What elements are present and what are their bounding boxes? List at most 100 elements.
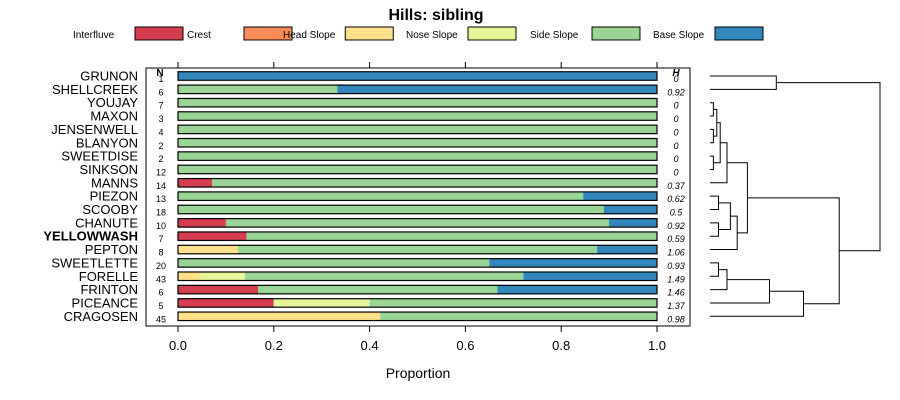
bar-outline (177, 84, 658, 95)
bar-segment-side-slope (178, 151, 657, 161)
bar-outline (177, 258, 658, 268)
bar-segment-side-slope (178, 191, 584, 201)
h-value: 1.49 (667, 274, 685, 284)
h-value: 0.62 (667, 194, 685, 204)
row-label: YOUJAY (87, 95, 138, 110)
bar-segment-side-slope (178, 125, 657, 134)
legend-label: Interfluve (73, 30, 115, 41)
row-youjay: YOUJAY 7 0 (87, 95, 679, 111)
row-piceance: PICEANCE 5 1.37 (72, 295, 686, 311)
n-value: 1 (158, 74, 163, 84)
bar-segment-side-slope (380, 312, 657, 321)
dendrogram-link (776, 82, 881, 252)
plot-frame (145, 67, 691, 327)
legend-item: Side Slope (530, 26, 641, 41)
bar-outline (177, 298, 658, 308)
bar-outline (177, 97, 658, 108)
x-tick-label: 0.0 (169, 338, 187, 353)
bar-segment-side-slope (369, 298, 657, 308)
bar-segment-side-slope (257, 285, 498, 294)
bar-segment-interfluve (178, 298, 274, 308)
bar-outline (177, 151, 658, 161)
row-yellowwash: YELLOWWASH 7 0.59 (43, 229, 684, 245)
row-label: SWEETLETTE (51, 255, 138, 270)
row-label: PIEZON (90, 189, 138, 204)
row-label: JENSENWELL (51, 122, 138, 137)
bar-segment-base-slope (609, 218, 657, 228)
h-value: 1.46 (667, 288, 685, 298)
h-value: 1.06 (667, 248, 685, 258)
n-value: 12 (156, 167, 166, 177)
h-value: 1.37 (667, 301, 686, 311)
row-label: PEPTON (85, 242, 138, 257)
legend-item: Interfluve (73, 26, 184, 41)
bar-segment-base-slope (178, 71, 657, 81)
bar-segment-side-slope (178, 205, 604, 214)
chart-title: Hills: sibling (388, 7, 483, 24)
bar-outline (177, 137, 658, 148)
dendrogram-link (710, 75, 777, 90)
row-sweetlette: SWEETLETTE 20 0.93 (51, 255, 684, 271)
dendrogram-link (710, 222, 719, 237)
bar-segment-base-slope (497, 285, 657, 294)
dendrogram (710, 75, 881, 317)
bar-segment-base-slope (523, 272, 657, 281)
bar-segment-side-slope (212, 178, 657, 188)
row-forelle: FORELLE 43 1.49 (79, 269, 685, 285)
h-value: 0 (673, 74, 678, 84)
n-value: 6 (158, 87, 163, 97)
row-label: CHANUTE (75, 215, 138, 230)
h-value: 0.93 (667, 261, 685, 271)
legend-item: Nose Slope (406, 26, 517, 41)
bar-segment-side-slope (178, 111, 657, 121)
h-column-header: H (672, 68, 680, 79)
bar-segment-head-slope (178, 312, 381, 321)
legend-item: Crest (187, 26, 293, 41)
h-value: 0.92 (667, 221, 685, 231)
row-label: FRINTON (80, 282, 138, 297)
dendrogram-link (710, 128, 714, 144)
bar-segment-base-slope (603, 205, 657, 214)
row-label: SHELLCREEK (52, 82, 138, 97)
dendrogram-link (710, 215, 738, 251)
bar-segment-side-slope (178, 138, 657, 147)
h-value: 0 (673, 141, 678, 151)
n-value: 6 (158, 288, 163, 298)
bar-outline (177, 204, 658, 215)
bar-segment-side-slope (178, 165, 657, 174)
bar-outline (177, 111, 658, 121)
bar-outline (177, 284, 658, 295)
row-label: GRUNON (80, 69, 138, 84)
row-grunon: GRUNON 1 0 (80, 69, 678, 85)
row-scooby: SCOOBY 18 0.5 (82, 202, 683, 218)
bar-segment-head-slope (178, 245, 238, 254)
bar-outline (177, 244, 658, 255)
row-shellcreek: SHELLCREEK 6 0.92 (52, 82, 685, 98)
bar-outline (177, 124, 658, 135)
bar-segment-base-slope (489, 258, 657, 268)
row-piezon: PIEZON 13 0.62 (90, 189, 685, 205)
row-chanute: CHANUTE 10 0.92 (75, 215, 685, 231)
bar-segment-interfluve (178, 231, 247, 241)
n-value: 7 (158, 101, 163, 111)
n-value: 13 (156, 194, 166, 204)
n-value: 2 (158, 141, 163, 151)
row-label: BLANYON (76, 135, 138, 150)
bar-segment-interfluve (178, 285, 258, 294)
n-value: 3 (158, 114, 163, 124)
bar-segment-interfluve (178, 218, 226, 228)
bar-segment-side-slope (246, 231, 657, 241)
row-manns: MANNS 14 0.37 (91, 175, 686, 191)
h-value: 0 (673, 167, 678, 177)
bar-segment-nose-slope (273, 298, 370, 308)
x-tick-label: 0.2 (265, 338, 283, 353)
h-value: 0.5 (670, 208, 684, 218)
bar-segment-side-slope (245, 272, 524, 281)
bar-segment-base-slope (597, 245, 657, 254)
row-maxon: MAXON 3 0 (90, 109, 678, 125)
h-value: 0.98 (667, 314, 685, 324)
bar-outline (177, 311, 658, 322)
n-value: 18 (156, 208, 166, 218)
legend-label: Crest (187, 30, 211, 41)
